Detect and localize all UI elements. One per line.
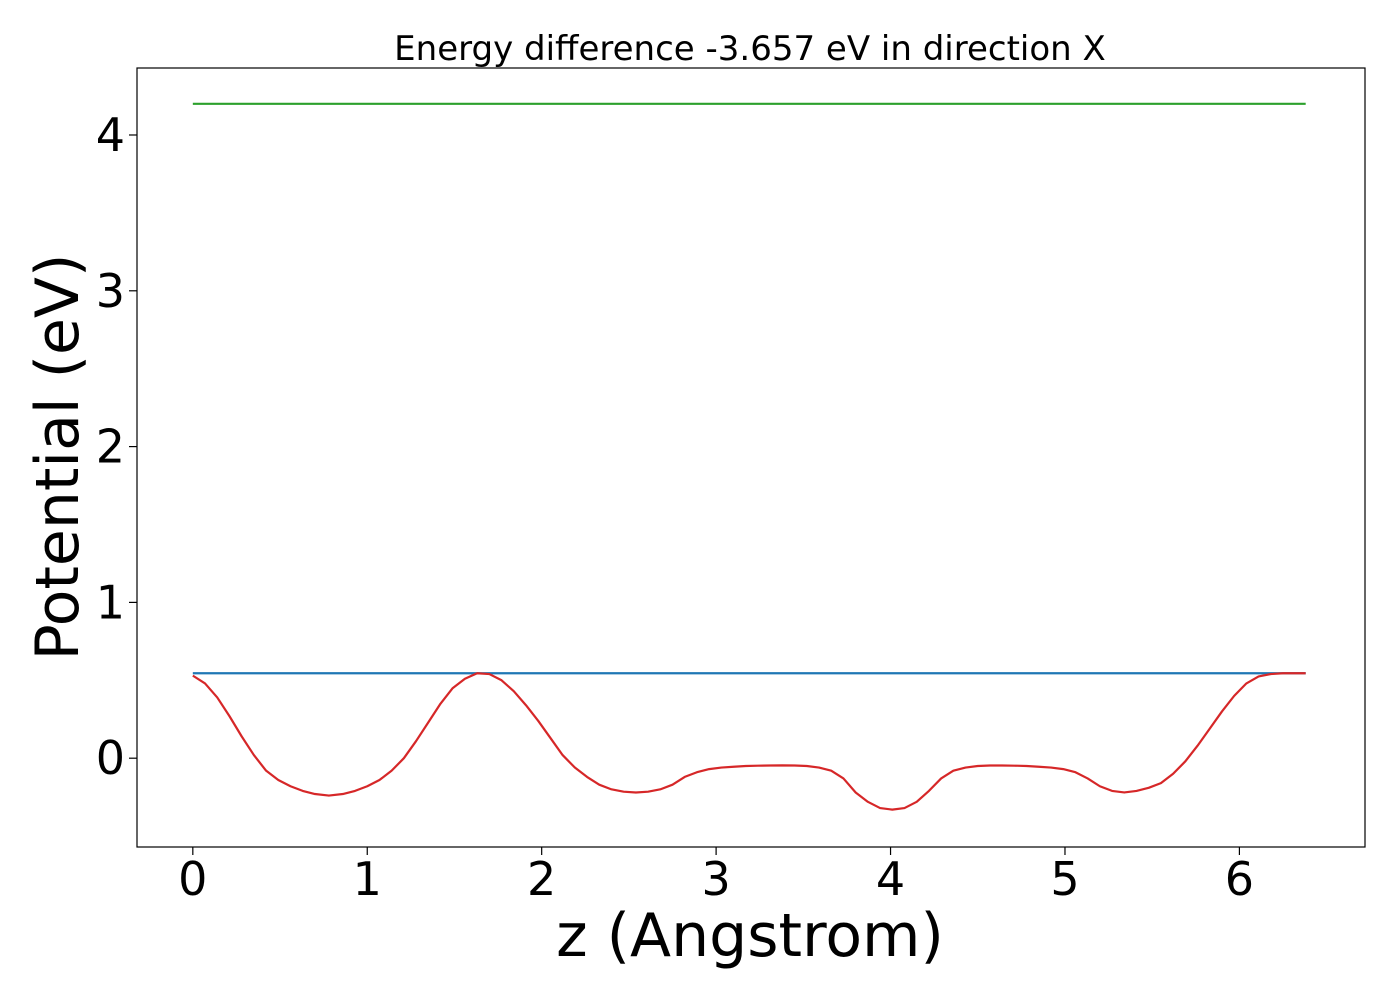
x-axis-ticks: 0 1 2 3 4 5 6: [178, 847, 1254, 906]
x-tick-label: 6: [1225, 852, 1254, 906]
y-tick-label: 0: [96, 731, 125, 785]
x-tick-label: 1: [353, 852, 382, 906]
y-tick-label: 3: [96, 264, 125, 318]
x-tick-label: 3: [701, 852, 730, 906]
x-axis-label: z (Angstrom): [556, 901, 944, 971]
x-tick-label: 2: [527, 852, 556, 906]
plot-lines: [192, 102, 1306, 811]
y-axis-ticks: 0 1 2 3 4: [96, 108, 137, 785]
x-tick-label: 5: [1050, 852, 1079, 906]
y-tick-label: 1: [96, 575, 125, 629]
chart-title: Energy difference -3.657 eV in direction…: [394, 29, 1106, 69]
y-tick-label: 4: [96, 108, 125, 162]
x-tick-label: 0: [178, 852, 207, 906]
series-line-2: [192, 672, 1306, 811]
x-tick-label: 4: [876, 852, 905, 906]
y-axis-label: Potential (eV): [23, 254, 93, 661]
plot-frame: [136, 67, 1366, 848]
y-tick-label: 2: [96, 420, 125, 474]
